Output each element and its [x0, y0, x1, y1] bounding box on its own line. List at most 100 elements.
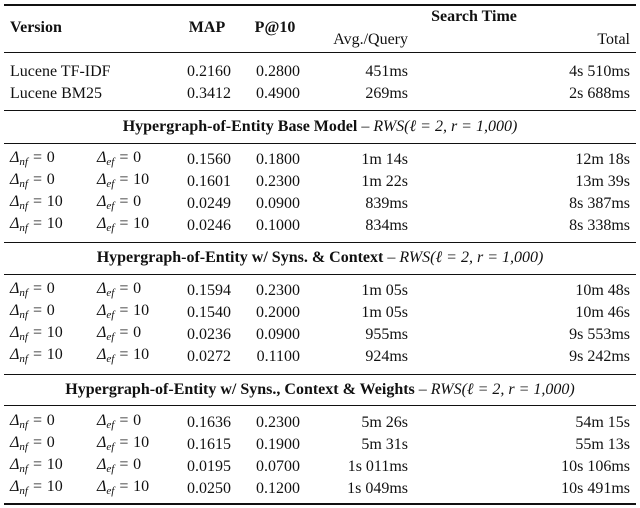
delta-subscript: nf: [19, 309, 28, 321]
delta-subscript: ef: [106, 485, 115, 497]
total: 9s 242ms: [569, 348, 630, 365]
delta-value: 10: [46, 456, 63, 473]
p-at-10: 0.1200: [256, 480, 300, 497]
header-avg-query: Avg./Query: [333, 31, 408, 48]
delta-symbol: Δ: [97, 324, 107, 341]
section-heading: Hypergraph-of-Entity w/ Syns., Context &…: [65, 380, 574, 400]
delta-value: 10: [46, 193, 63, 210]
p-at-10: 0.2300: [256, 173, 300, 190]
delta-cell: Δef = 10: [97, 214, 149, 238]
map: 0.0246: [187, 217, 231, 234]
total: 10s 106ms: [561, 458, 630, 475]
map: 0.1540: [187, 304, 231, 321]
total: 8s 387ms: [569, 195, 630, 212]
delta-cell: Δef = 0: [97, 148, 141, 172]
delta-subscript: nf: [19, 441, 28, 453]
delta-symbol: Δ: [97, 412, 107, 429]
delta-subscript: ef: [106, 441, 115, 453]
map: 0.0195: [187, 458, 231, 475]
delta-symbol: Δ: [10, 280, 20, 297]
delta-equals: =: [31, 456, 43, 473]
total: 12m 18s: [575, 151, 630, 168]
delta-equals: =: [31, 434, 43, 451]
delta-symbol: Δ: [10, 456, 20, 473]
delta-cell: Δef = 10: [97, 433, 149, 457]
delta-symbol: Δ: [97, 456, 107, 473]
avg-query: 5m 26s: [361, 414, 408, 431]
map: 0.0236: [187, 326, 231, 343]
top-rule: [4, 4, 636, 6]
total: 10m 46s: [575, 304, 630, 321]
delta-subscript: nf: [19, 178, 28, 190]
rule: [4, 110, 636, 111]
p-at-10: 0.4900: [256, 85, 300, 102]
delta-subscript: ef: [106, 178, 115, 190]
map: 0.0272: [187, 348, 231, 365]
delta-cell: Δnf = 10: [10, 345, 63, 369]
delta-value: 10: [133, 434, 150, 451]
p-at-10: 0.2300: [256, 414, 300, 431]
delta-value: 0: [133, 149, 142, 166]
header-p10: P@10: [254, 19, 296, 36]
delta-value: 10: [133, 215, 150, 232]
delta-cell: Δef = 10: [97, 345, 149, 369]
delta-symbol: Δ: [10, 412, 20, 429]
delta-subscript: ef: [106, 353, 115, 365]
delta-value: 0: [46, 280, 55, 297]
delta-symbol: Δ: [97, 478, 107, 495]
map: 0.1615: [187, 436, 231, 453]
delta-equals: =: [118, 171, 130, 188]
total: 9s 553ms: [569, 326, 630, 343]
delta-subscript: nf: [19, 222, 28, 234]
delta-equals: =: [118, 434, 130, 451]
total: 55m 13s: [575, 436, 630, 453]
delta-subscript: nf: [19, 200, 28, 212]
delta-cell: Δnf = 10: [10, 477, 63, 501]
delta-value: 10: [46, 324, 63, 341]
delta-symbol: Δ: [97, 215, 107, 232]
p-at-10: 0.2300: [256, 282, 300, 299]
map: 0.1560: [187, 151, 231, 168]
avg-query: 1s 049ms: [347, 480, 408, 497]
delta-cell: Δef = 0: [97, 323, 141, 347]
section-heading: Hypergraph-of-Entity w/ Syns. & Context …: [97, 248, 544, 268]
delta-equals: =: [118, 215, 130, 232]
avg-query: 924ms: [365, 348, 408, 365]
delta-cell: Δnf = 0: [10, 433, 55, 457]
delta-value: 0: [133, 412, 142, 429]
delta-value: 10: [133, 302, 150, 319]
delta-value: 10: [46, 215, 63, 232]
delta-cell: Δnf = 10: [10, 192, 63, 216]
delta-cell: Δef = 10: [97, 301, 149, 325]
map: 0.0249: [187, 195, 231, 212]
map: 0.3412: [187, 85, 231, 102]
p-at-10: 0.1100: [256, 348, 300, 365]
rule: [4, 374, 636, 375]
delta-cell: Δnf = 10: [10, 214, 63, 238]
section-separator: –: [387, 249, 396, 266]
map: 0.1594: [187, 282, 231, 299]
delta-subscript: ef: [106, 222, 115, 234]
delta-equals: =: [31, 171, 43, 188]
delta-equals: =: [31, 412, 43, 429]
total: 10m 48s: [575, 282, 630, 299]
delta-symbol: Δ: [10, 193, 20, 210]
delta-cell: Δnf = 0: [10, 279, 55, 303]
delta-symbol: Δ: [97, 171, 107, 188]
section-title: Hypergraph-of-Entity w/ Syns. & Context: [96, 249, 384, 266]
p-at-10: 0.2800: [256, 63, 300, 80]
delta-subscript: nf: [19, 331, 28, 343]
delta-equals: =: [118, 456, 130, 473]
avg-query: 1m 05s: [361, 282, 408, 299]
section-heading: Hypergraph-of-Entity Base Model – RWS(ℓ …: [123, 117, 518, 137]
delta-value: 10: [133, 171, 150, 188]
delta-symbol: Δ: [97, 149, 107, 166]
section-params: RWS(ℓ = 2, r = 1,000): [373, 118, 518, 135]
header-version: Version: [10, 19, 62, 36]
section-params: RWS(ℓ = 2, r = 1,000): [399, 249, 544, 266]
delta-subscript: ef: [106, 419, 115, 431]
header-search-time: Search Time: [431, 8, 517, 25]
rule: [4, 143, 636, 144]
version: Lucene BM25: [10, 85, 102, 102]
